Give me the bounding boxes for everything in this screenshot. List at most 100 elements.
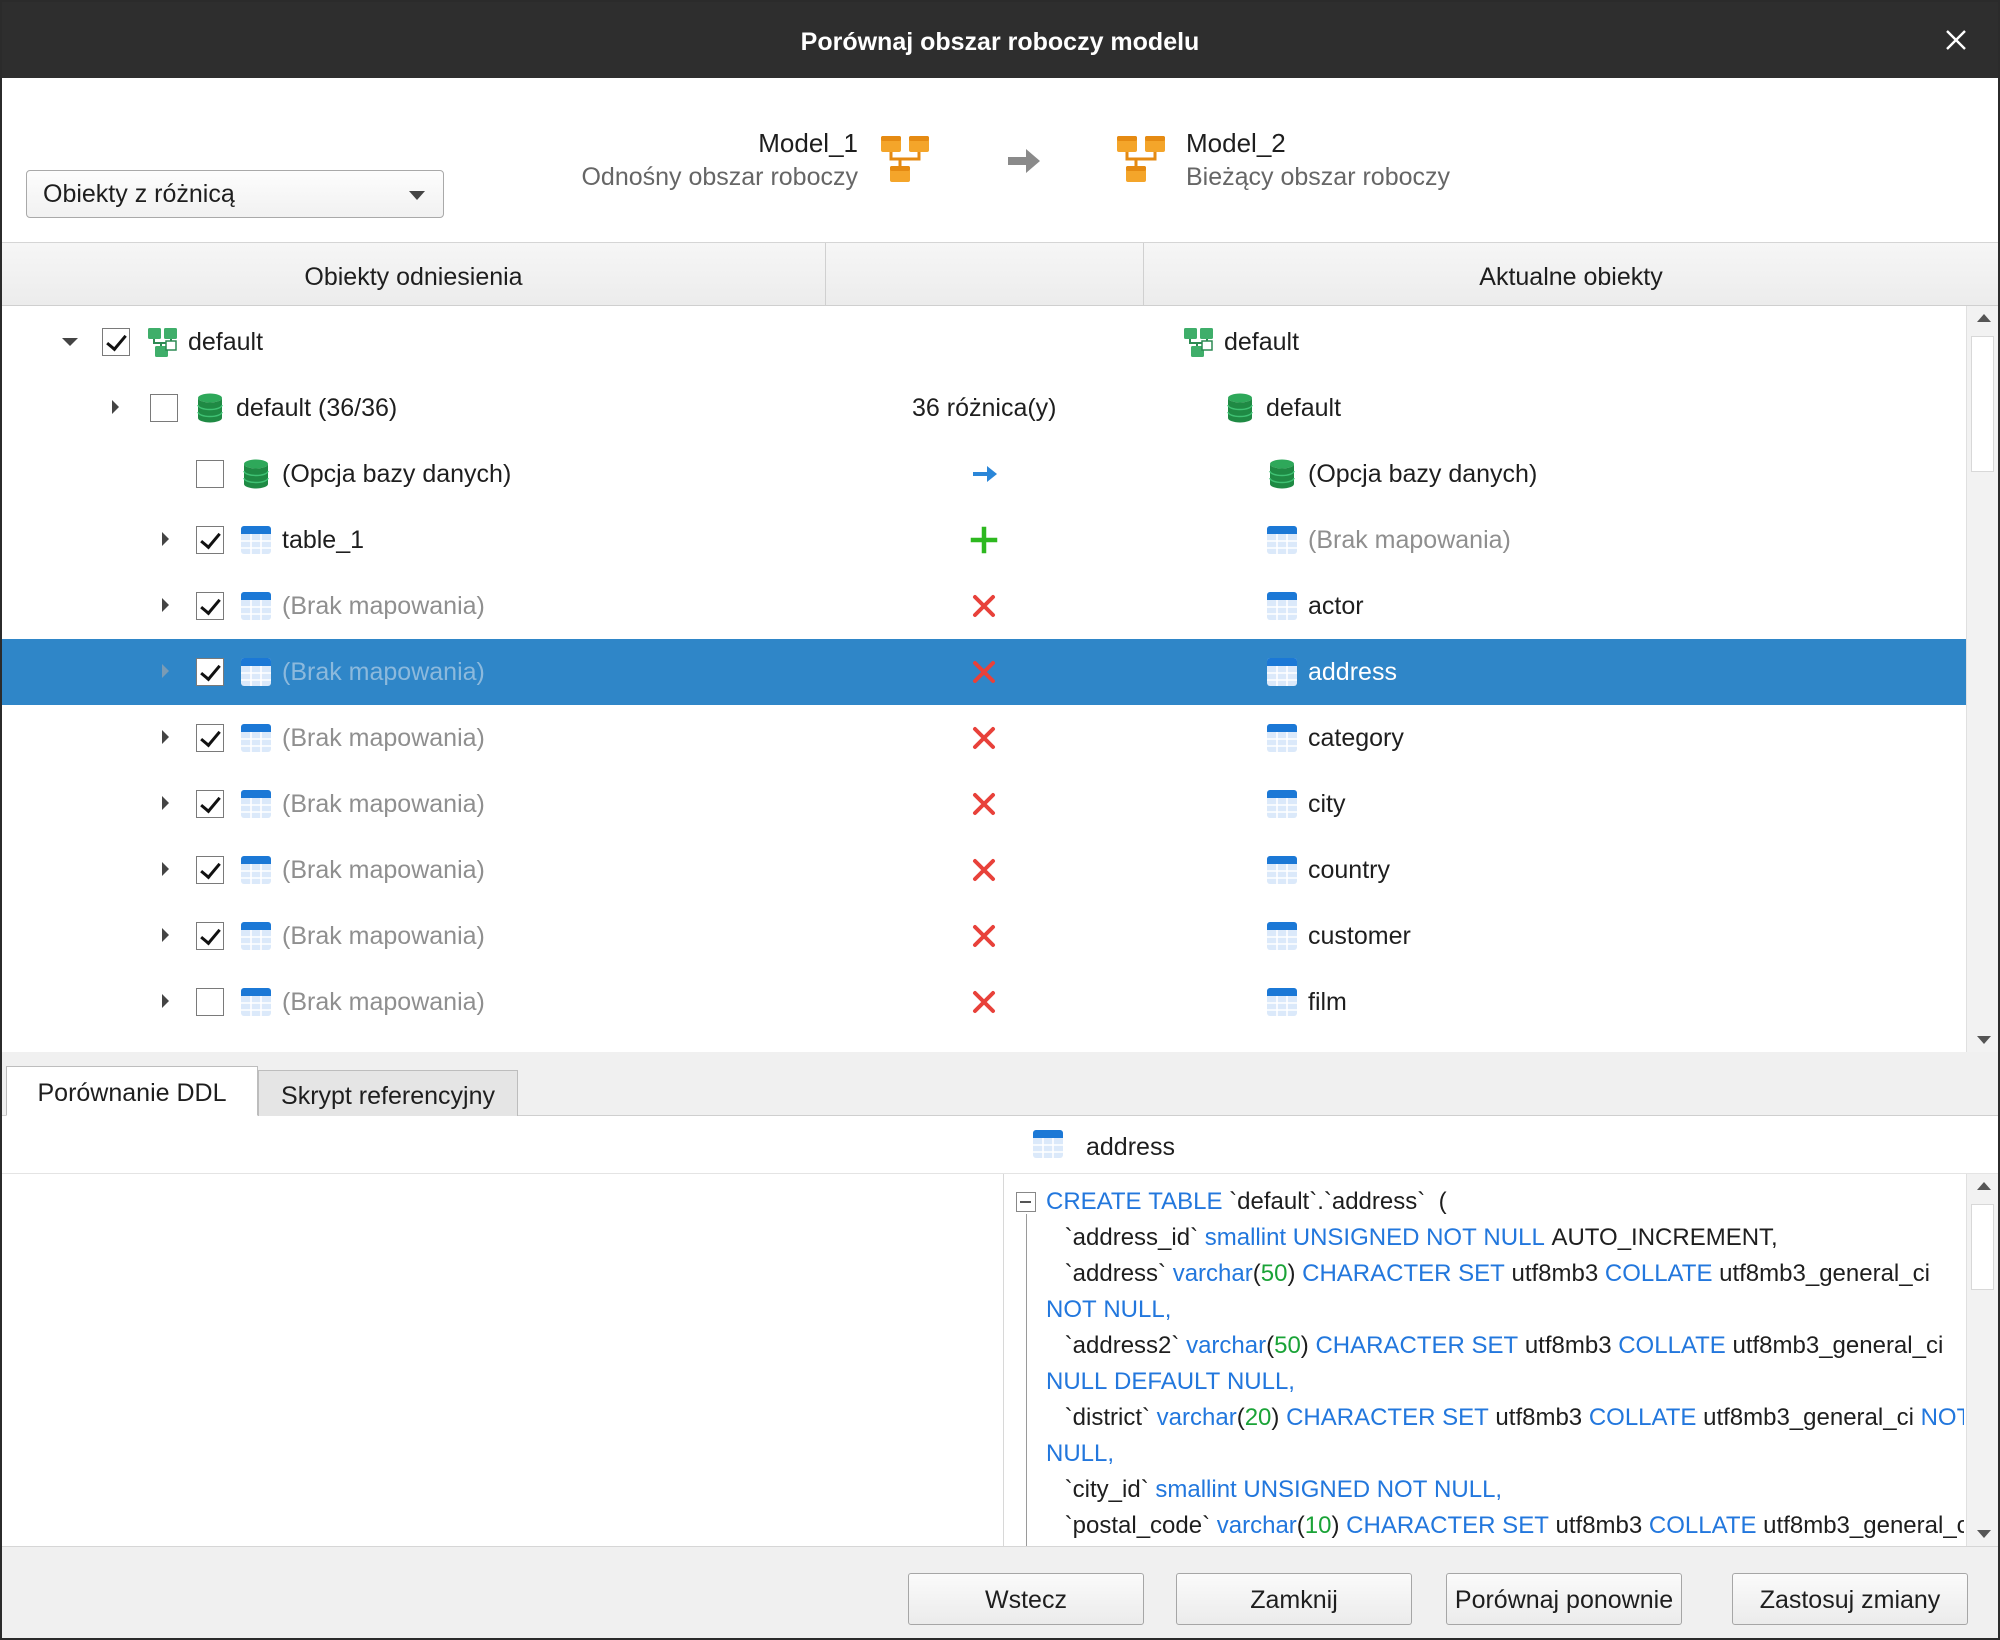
expand-right-icon[interactable] [112,400,119,414]
row-checkbox[interactable] [196,526,224,554]
tree-row[interactable]: default (36/36) 36 różnica(y) default [2,375,1966,441]
row-checkbox[interactable] [196,790,224,818]
tree-row[interactable]: (Brak mapowania) film [2,969,1966,1035]
row-checkbox[interactable] [196,988,224,1016]
sql-text: AUTO_INCREMENT, [1544,1224,1778,1251]
tree-scrollbar[interactable] [1966,306,1998,1052]
row-checkbox[interactable] [196,460,224,488]
row-checkbox[interactable] [196,592,224,620]
apply-changes-button[interactable]: Zastosuj zmiany [1732,1573,1968,1625]
sql-keyword: varchar [1186,1332,1267,1359]
row-checkbox[interactable] [196,724,224,752]
table-icon [1033,1130,1063,1158]
sql-keyword: CHARACTER SET [1346,1512,1549,1539]
sql-number: 10 [1304,1512,1332,1539]
expand-right-icon[interactable] [162,532,169,546]
scroll-up-icon[interactable] [1977,314,1991,322]
sql-keyword: varchar [1216,1512,1297,1539]
sql-keyword: COLLATE [1618,1332,1726,1359]
collapse-icon[interactable] [1016,1192,1036,1212]
fold-gutter-line [1026,1214,1027,1546]
sql-keyword: COLLATE [1588,1404,1697,1431]
chevron-down-icon [409,191,425,200]
scroll-down-icon[interactable] [1977,1530,1991,1538]
close-icon[interactable] [1940,24,1972,56]
scrollbar-thumb[interactable] [1971,336,1994,472]
expand-right-icon[interactable] [162,730,169,744]
scroll-down-icon[interactable] [1977,1036,1991,1044]
tab-reference-script[interactable]: Skrypt referencyjny [258,1070,518,1116]
row-checkbox[interactable] [150,394,178,422]
table-icon [241,922,271,950]
sql-text: utf8mb3 [1548,1512,1649,1539]
row-checkbox[interactable] [102,328,130,356]
sql-text: `address` [1058,1260,1173,1287]
current-object-label: film [1308,988,1347,1016]
code-line: `address` varchar(50) CHARACTER SET utf8… [1046,1256,1946,1292]
table-icon [1267,922,1297,950]
sql-keyword: CHARACTER SET [1315,1332,1519,1359]
sql-text: ( [1296,1512,1305,1539]
ddl-scrollbar[interactable] [1966,1174,1998,1546]
tree-row[interactable]: (Brak mapowania) city [2,771,1966,837]
delete-icon [973,991,995,1013]
expand-right-icon[interactable] [162,598,169,612]
current-object-label: customer [1308,922,1411,950]
tree-row[interactable]: (Brak mapowania) country [2,837,1966,903]
add-icon [970,526,998,554]
sql-number: 50 [1260,1260,1288,1287]
sql-keyword: CHARACTER SET [1286,1404,1489,1431]
current-object-label: address [1308,658,1397,686]
reference-object-label: (Brak mapowania) [282,922,485,950]
model-workspace-icon [1117,136,1165,182]
tree-row[interactable]: default default [2,309,1966,375]
table-icon [1267,856,1297,884]
tree-row[interactable]: table_1 (Brak mapowania) [2,507,1966,573]
row-checkbox[interactable] [196,856,224,884]
column-status[interactable] [826,243,1144,305]
close-button[interactable]: Zamknij [1176,1573,1412,1625]
tree-row[interactable]: (Opcja bazy danych) (Opcja bazy danych) [2,441,1966,507]
sql-keyword: varchar [1156,1404,1237,1431]
target-model-name: Model_2 [1186,128,1286,158]
tree-row[interactable]: (Brak mapowania) address [2,639,1966,705]
scroll-up-icon[interactable] [1977,1182,1991,1190]
column-reference-objects[interactable]: Obiekty odniesienia [2,243,826,305]
sql-text: utf8mb3_general_ci [1756,1512,1964,1539]
sql-text: `city_id` [1058,1476,1156,1503]
sql-keyword: NULL DEFAULT NULL, [1046,1368,1295,1395]
current-object-label: country [1308,856,1390,884]
row-checkbox[interactable] [196,922,224,950]
sql-text: `district` [1058,1404,1157,1431]
table-icon [1267,658,1297,686]
ddl-reference-pane[interactable] [2,1174,1004,1546]
back-button[interactable]: Wstecz [908,1573,1144,1625]
code-line: NULL DEFAULT NULL, [1046,1364,1946,1400]
filter-dropdown[interactable]: Obiekty z różnicą [26,170,444,218]
tree-row[interactable]: (Brak mapowania) category [2,705,1966,771]
tab-ddl-comparison[interactable]: Porównanie DDL [6,1066,258,1116]
sql-text: `address_id` [1058,1224,1205,1251]
table-icon [241,790,271,818]
expand-down-icon[interactable] [62,338,78,346]
reference-object-label: default [188,328,264,356]
row-checkbox[interactable] [196,658,224,686]
sql-text: ) [1271,1404,1287,1431]
table-icon [241,856,271,884]
expand-right-icon[interactable] [162,994,169,1008]
sql-keyword: COLLATE [1648,1512,1757,1539]
compare-again-button[interactable]: Porównaj ponownie [1446,1573,1682,1625]
expand-right-icon[interactable] [162,862,169,876]
tree-row[interactable]: (Brak mapowania) actor [2,573,1966,639]
column-current-objects[interactable]: Aktualne obiekty [1479,263,1663,291]
table-icon [241,724,271,752]
table-icon [241,988,271,1016]
arrow-right-icon [973,466,997,482]
tree-row[interactable]: (Brak mapowania) customer [2,903,1966,969]
expand-right-icon[interactable] [162,796,169,810]
ddl-current-pane[interactable]: CREATE TABLE `default`.`address` ( `addr… [1004,1174,1964,1546]
expand-right-icon[interactable] [162,664,169,678]
scrollbar-thumb[interactable] [1971,1204,1994,1290]
expand-right-icon[interactable] [162,928,169,942]
